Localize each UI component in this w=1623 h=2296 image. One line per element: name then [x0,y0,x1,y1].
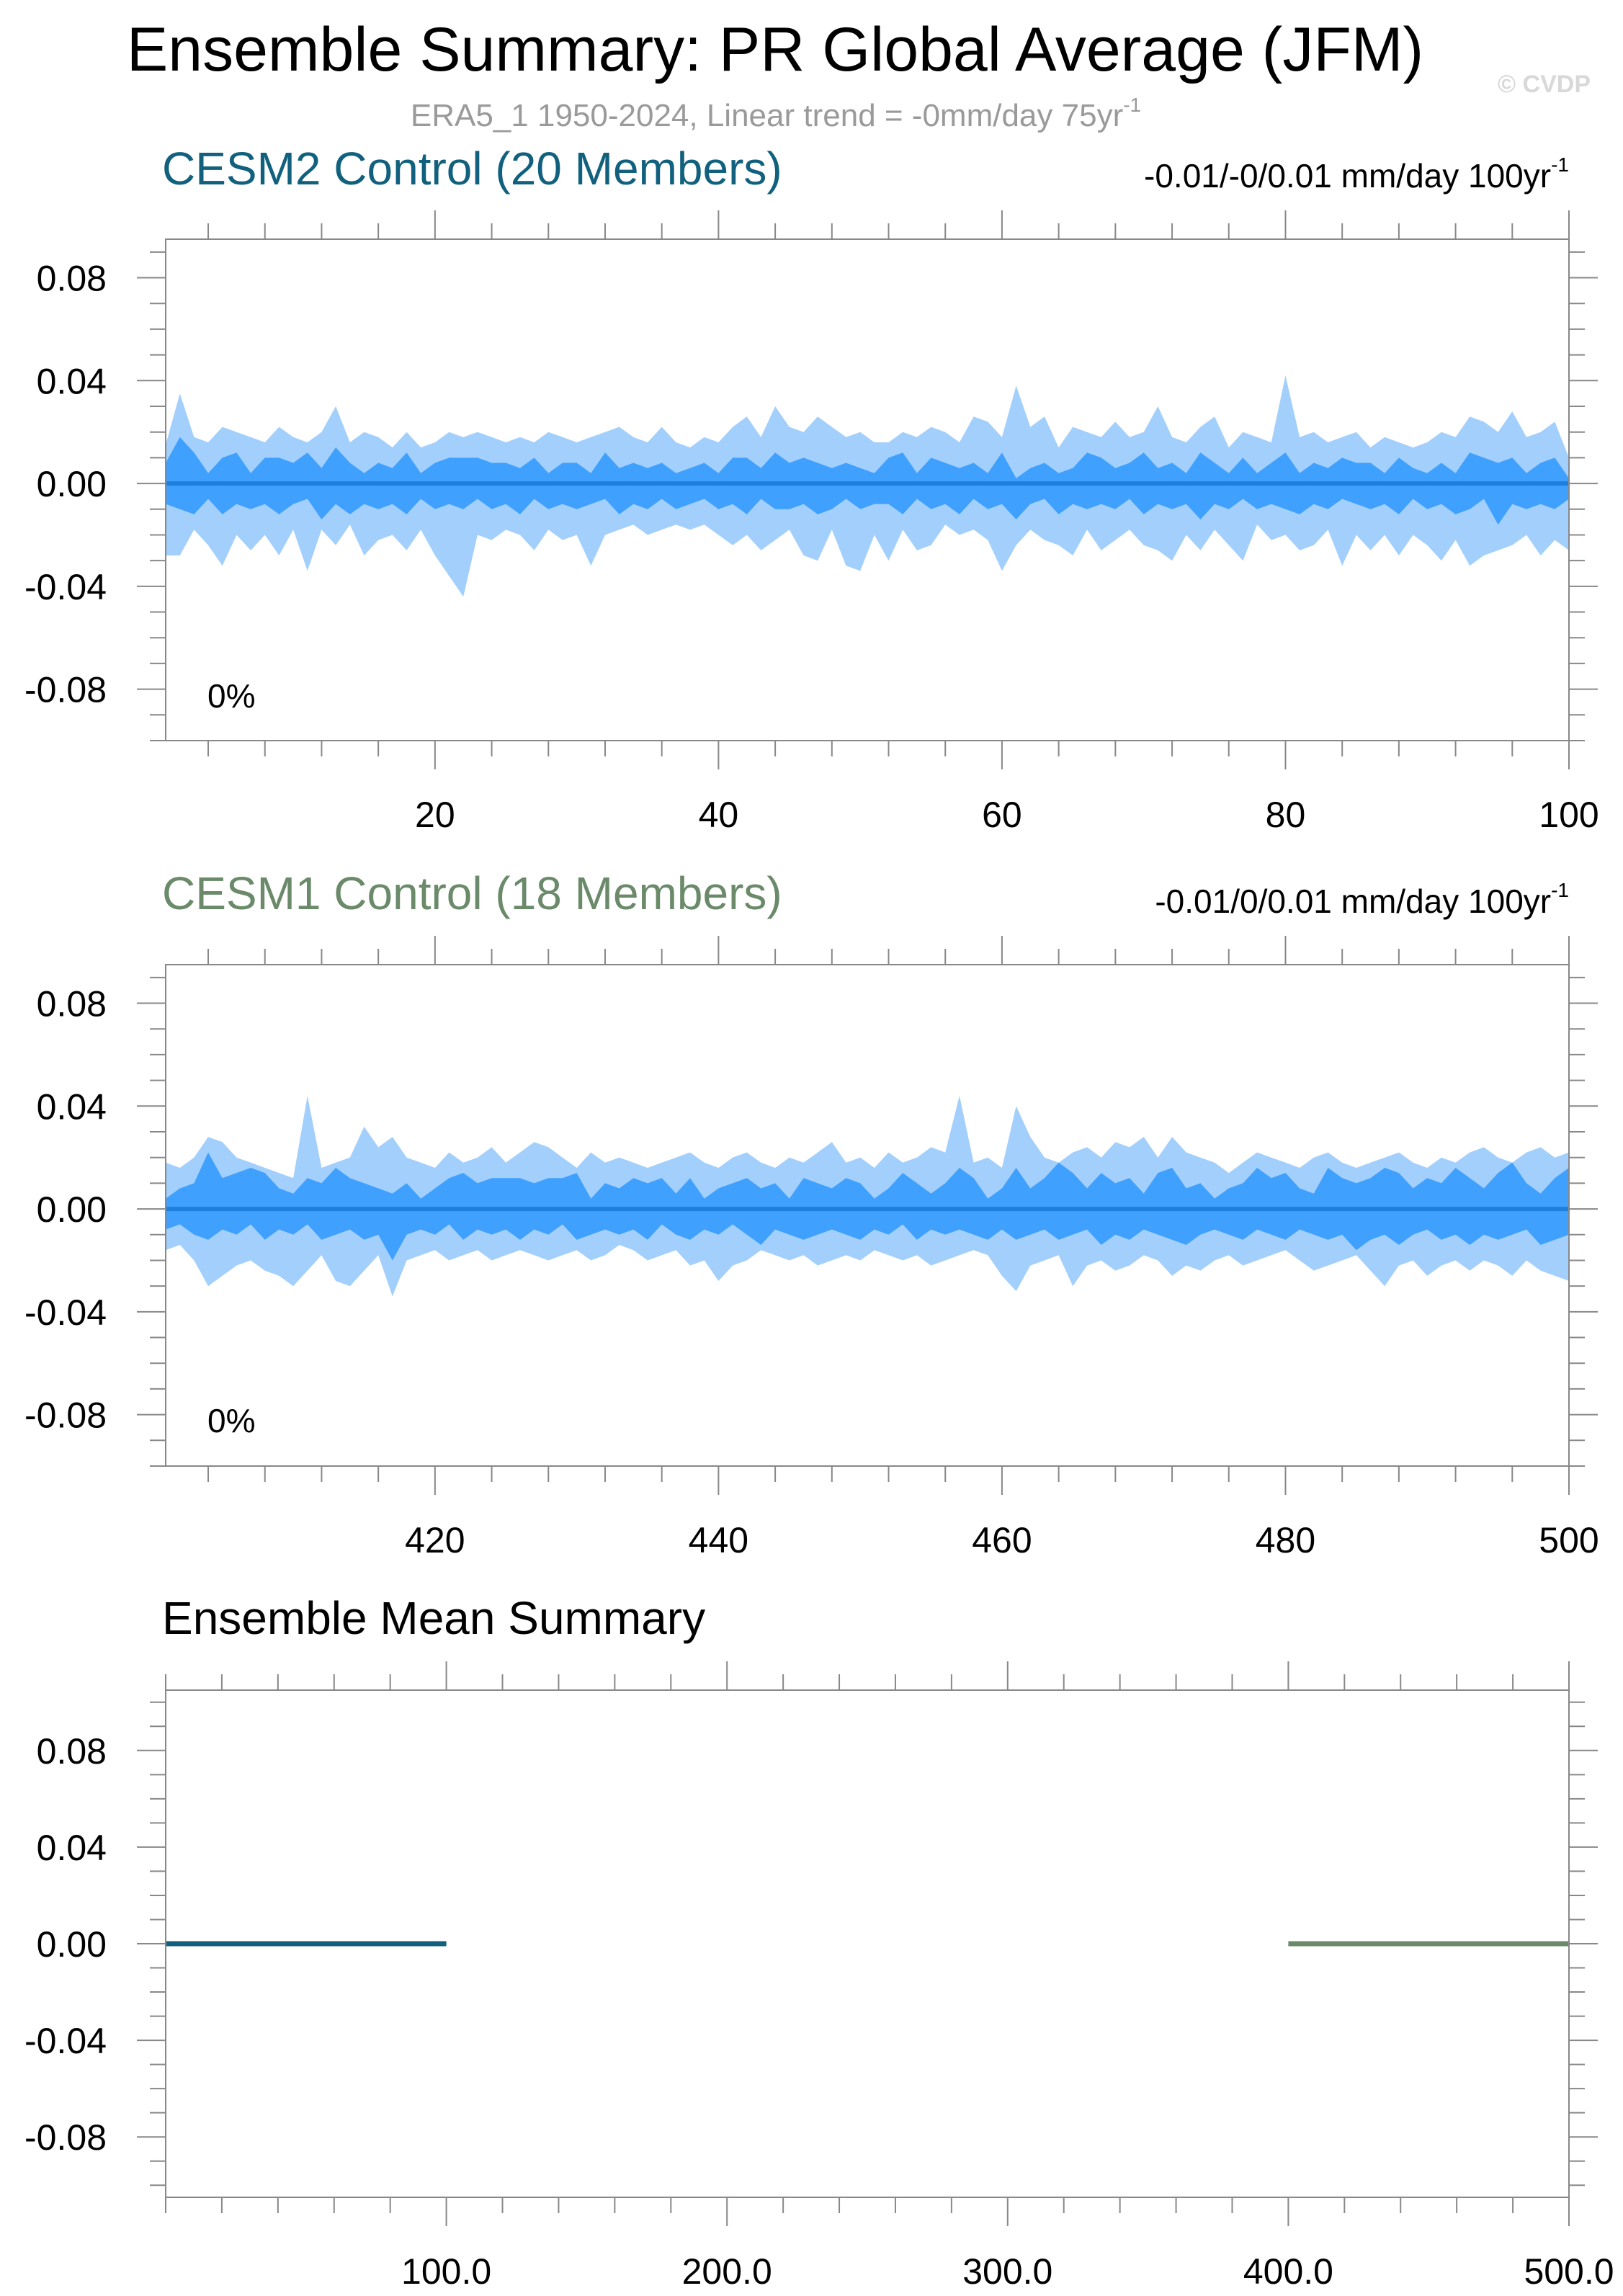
x-tick-label: 40 [699,795,739,835]
panel-cesm1-title: CESM1 Control (18 Members) [162,867,782,919]
x-tick-label: 460 [972,1520,1032,1560]
figure-subtitle: ERA5_1 1950-2024, Linear trend = -0mm/da… [411,94,1141,133]
panel-summary: Ensemble Mean Summary 0.08 0.04 0.00 -0.04 -… [24,1592,1614,2292]
x-tick-label: 420 [405,1520,465,1560]
y-tick-label: 0.08 [37,259,107,299]
panel-cesm2-trend-sup: -1 [1551,153,1569,176]
panel-cesm2-trend-label: -0.01/-0/0.01 mm/day 100yr-1 [1144,153,1569,195]
panel-cesm1-trend-sup: -1 [1551,879,1569,901]
y-tick-label: 0.04 [37,1086,107,1127]
y-tick-label: -0.04 [24,1292,107,1333]
plot-frame [165,964,1570,1467]
inner-spread-band [166,1152,1569,1261]
y-tick-label: 0.04 [37,361,107,401]
y-tick-label: 0.08 [37,984,107,1024]
x-tick-label: 480 [1256,1520,1315,1560]
inner-spread-band [166,437,1569,525]
y-tick-label: 0.00 [37,1924,107,1965]
y-tick-label: 0.00 [37,1189,107,1230]
x-tick-label: 60 [982,795,1022,835]
panel-cesm1-trend-label: -0.01/0/0.01 mm/day 100yr-1 [1155,879,1569,920]
x-tick-label: 200.0 [682,2251,772,2292]
x-tick-label: 440 [689,1520,748,1560]
panel-cesm1-plot-area: 0.08 0.04 0.00 -0.04 -0.08 420 440 460 480 500 [24,936,1599,1560]
x-tick-label: 100 [1539,795,1599,835]
panel-cesm1: CESM1 Control (18 Members) -0.01/0/0.01 … [24,867,1599,1560]
y-tick-label: -0.08 [24,2117,107,2158]
panel-cesm2-title: CESM2 Control (20 Members) [162,143,782,195]
panel-cesm2: CESM2 Control (20 Members) -0.01/-0/0.01… [24,143,1599,835]
plot-frame [165,238,1570,741]
y-tick-label: -0.04 [24,2021,107,2061]
panel-cesm1-percent-label: 0% [207,1402,255,1439]
x-tick-label: 100.0 [401,2251,491,2292]
panel-cesm2-percent-label: 0% [207,677,255,715]
x-tick-label: 80 [1266,795,1306,835]
figure-subtitle-text: ERA5_1 1950-2024, Linear trend = -0mm/da… [411,98,1123,133]
y-tick-label: 0.04 [37,1828,107,1868]
panel-cesm1-trend-text: -0.01/0/0.01 mm/day 100yr [1155,883,1551,920]
y-tick-label: -0.04 [24,567,107,607]
panel-summary-title: Ensemble Mean Summary [162,1592,705,1644]
figure-subtitle-sup: -1 [1123,94,1141,116]
y-tick-label: 0.00 [37,464,107,504]
x-tick-label: 500 [1539,1520,1599,1560]
x-tick-label: 20 [415,795,455,835]
panel-cesm2-plot-area: 0.08 0.04 0.00 -0.04 -0.08 20 40 60 80 100 [24,210,1599,835]
y-tick-label: -0.08 [24,1395,107,1436]
y-tick-label: -0.08 [24,670,107,710]
panel-summary-plot-area: 0.08 0.04 0.00 -0.04 -0.08 100.0 200.0 300.0 400… [24,1661,1614,2292]
x-tick-label: 400.0 [1243,2251,1333,2292]
x-tick-label: 500.0 [1524,2251,1614,2292]
x-tick-label: 300.0 [962,2251,1052,2292]
panel-cesm2-trend-text: -0.01/-0/0.01 mm/day 100yr [1144,157,1551,195]
figure-title: Ensemble Summary: PR Global Average (JFM… [127,15,1423,84]
copyright-label: © CVDP [1498,71,1591,98]
y-tick-label: 0.08 [37,1731,107,1772]
